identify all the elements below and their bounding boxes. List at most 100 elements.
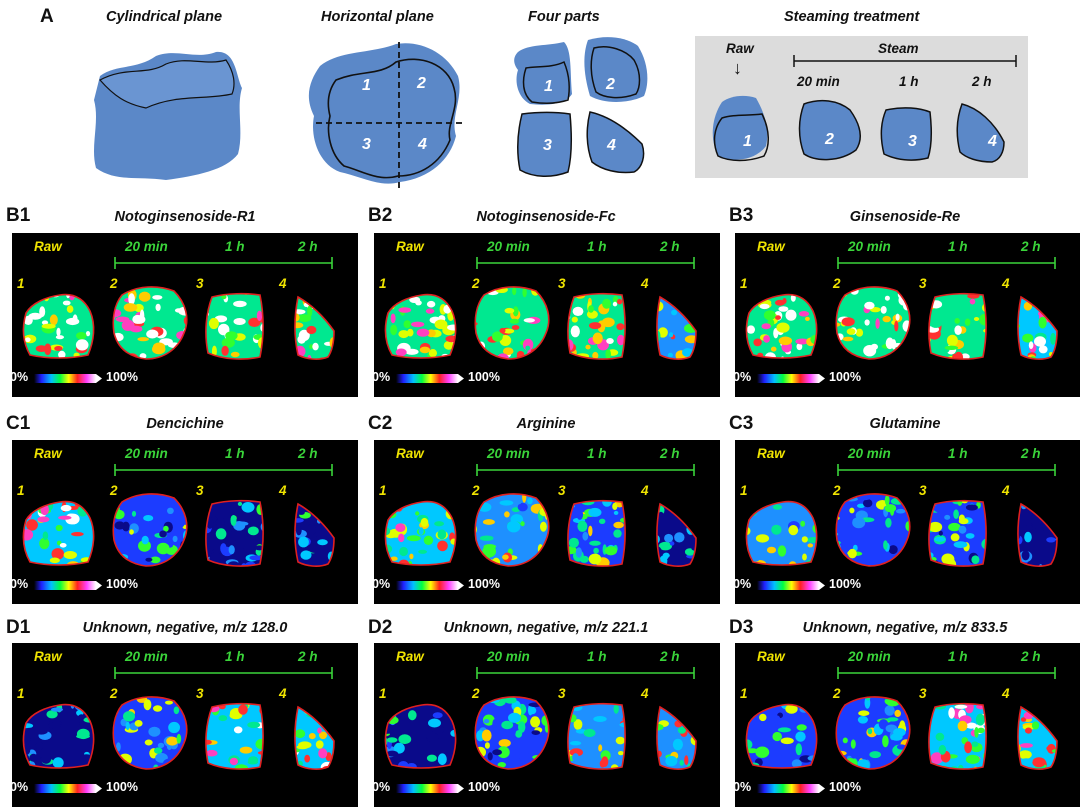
scale-min-label: 0%: [372, 370, 390, 384]
panel-label-d2: D2: [368, 617, 392, 639]
four-part-3: 3: [543, 137, 552, 155]
heatmap-image: [12, 440, 358, 604]
piece-number-2: 2: [472, 686, 480, 701]
time-2h: 2 h: [660, 649, 680, 664]
time-20min: 20 min: [487, 239, 530, 254]
piece-number-2: 2: [472, 483, 480, 498]
panel-label-c2: C2: [368, 413, 392, 435]
time-2h: 2 h: [1021, 446, 1041, 461]
time-1h: 1 h: [587, 649, 607, 664]
scale-max-label: 100%: [106, 370, 138, 384]
time-1h: 1 h: [225, 649, 245, 664]
steaming-pieces-drawing: [700, 88, 1030, 176]
scale-max-label: 100%: [829, 370, 861, 384]
raw-label: Raw: [757, 239, 785, 254]
time-1h: 1 h: [587, 446, 607, 461]
piece-number-4: 4: [1002, 483, 1010, 498]
horizontal-part-4: 4: [418, 136, 427, 154]
panel-title-b1: Notoginsenoside-R1: [45, 209, 325, 225]
scale-max-label: 100%: [468, 780, 500, 794]
time-20min: 20 min: [125, 649, 168, 664]
horizontal-plane-drawing: [300, 36, 468, 192]
panel-title-c2: Arginine: [406, 416, 686, 432]
piece-number-3: 3: [196, 276, 204, 291]
time-20min: 20 min: [125, 446, 168, 461]
raw-label: Raw: [34, 446, 62, 461]
scale-max-label: 100%: [829, 577, 861, 591]
scale-max-label: 100%: [106, 780, 138, 794]
scale-max-label: 100%: [829, 780, 861, 794]
color-scale-arrow-tip: [819, 581, 825, 590]
raw-label: Raw: [757, 446, 785, 461]
scale-min-label: 0%: [372, 780, 390, 794]
time-20min: 20 min: [848, 446, 891, 461]
scale-max-label: 100%: [106, 577, 138, 591]
horizontal-part-2: 2: [417, 75, 426, 93]
time-1h: 1 h: [225, 446, 245, 461]
piece-number-1: 1: [379, 483, 387, 498]
scale-min-label: 0%: [733, 780, 751, 794]
panel-title-d3: Unknown, negative, m/z 833.5: [765, 620, 1045, 636]
time-1h: 1 h: [948, 239, 968, 254]
time-1h: 1 h: [225, 239, 245, 254]
title-four-parts: Four parts: [528, 9, 600, 25]
piece-number-3: 3: [919, 276, 927, 291]
color-scale-bar: [396, 374, 458, 383]
piece-number-3: 3: [196, 686, 204, 701]
scale-max-label: 100%: [468, 370, 500, 384]
color-scale-arrow-tip: [458, 784, 464, 793]
panel-label-b1: B1: [6, 205, 30, 227]
time-2h: 2 h: [298, 239, 318, 254]
piece-number-3: 3: [558, 483, 566, 498]
heatmap-image: [374, 233, 720, 397]
four-parts-drawing: [508, 32, 658, 184]
panel-title-c3: Glutamine: [765, 416, 1045, 432]
piece-number-2: 2: [110, 276, 118, 291]
panel-label-d3: D3: [729, 617, 753, 639]
piece-number-1: 1: [740, 686, 748, 701]
piece-number-3: 3: [919, 686, 927, 701]
piece-number-1: 1: [17, 276, 25, 291]
panel-a-label: A: [40, 6, 54, 28]
piece-number-1: 1: [740, 276, 748, 291]
piece-number-4: 4: [1002, 686, 1010, 701]
four-part-4: 4: [607, 137, 616, 155]
time-2h: 2 h: [298, 649, 318, 664]
piece-number-2: 2: [472, 276, 480, 291]
raw-label: Raw: [757, 649, 785, 664]
panel-title-d2: Unknown, negative, m/z 221.1: [406, 620, 686, 636]
scale-max-label: 100%: [468, 577, 500, 591]
time-1h: 1 h: [948, 649, 968, 664]
horizontal-part-3: 3: [362, 136, 371, 154]
color-scale-bar: [34, 374, 96, 383]
piece-number-2: 2: [110, 483, 118, 498]
scale-min-label: 0%: [372, 577, 390, 591]
color-scale-arrow-tip: [819, 374, 825, 383]
steam-piece-3: 3: [908, 133, 917, 151]
piece-number-1: 1: [379, 276, 387, 291]
heatmap-image: [12, 643, 358, 807]
piece-number-1: 1: [740, 483, 748, 498]
color-scale-arrow-tip: [96, 784, 102, 793]
time-20min: 20 min: [125, 239, 168, 254]
title-steaming-treatment: Steaming treatment: [784, 9, 919, 25]
time-20min: 20 min: [487, 649, 530, 664]
raw-label: Raw: [396, 649, 424, 664]
time-2h: 2 h: [1021, 239, 1041, 254]
time-20min: 20 min: [487, 446, 530, 461]
time-20min: 20 min: [848, 239, 891, 254]
heatmap-image: [374, 440, 720, 604]
piece-number-3: 3: [558, 276, 566, 291]
steam-bracket-line: [790, 54, 1020, 68]
panel-label-d1: D1: [6, 617, 30, 639]
piece-number-3: 3: [919, 483, 927, 498]
scale-min-label: 0%: [733, 577, 751, 591]
piece-number-4: 4: [641, 686, 649, 701]
